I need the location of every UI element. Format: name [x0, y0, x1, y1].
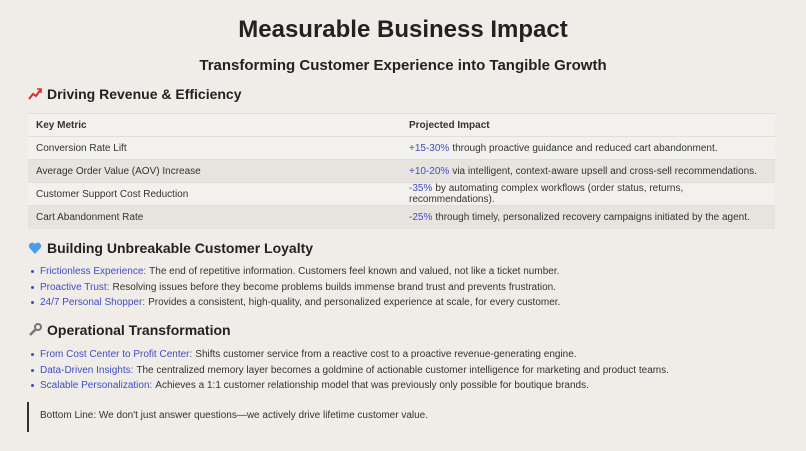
- section-heading: Driving Revenue & Efficiency: [28, 86, 242, 102]
- impact-cell: +15-30% through proactive guidance and re…: [401, 136, 775, 160]
- table-row: Average Order Value (AOV) Increase +10-20…: [28, 159, 775, 183]
- bullet-term: From Cost Center to Profit Center:: [40, 349, 193, 360]
- impact-highlight: -35%: [409, 183, 433, 194]
- bullet-term: 24/7 Personal Shopper:: [40, 297, 146, 308]
- bullet-term: Frictionless Experience:: [40, 266, 147, 277]
- bullet-text: The end of repetitive information. Custo…: [149, 266, 560, 277]
- bullet-term: Data-Driven Insights:: [40, 364, 134, 376]
- impact-table: Key Metric Projected Impact Conversion R…: [28, 113, 775, 229]
- section-heading: Building Unbreakable Customer Loyalty: [28, 240, 313, 256]
- bullet-text: Shifts customer service from a reactive …: [195, 349, 577, 360]
- bullet-text: Provides a consistent, high-quality, and…: [148, 297, 561, 308]
- impact-highlight: +15-30%: [409, 142, 450, 154]
- bullet-item: Proactive Trust: Resolving issues before …: [28, 280, 560, 296]
- metric-cell: Cart Abandonment Rate: [28, 205, 401, 229]
- metric-cell: Average Order Value (AOV) Increase: [28, 159, 401, 183]
- wrench-icon: [29, 323, 42, 336]
- heart-icon: [28, 242, 42, 254]
- bullet-item: 24/7 Personal Shopper: Provides a consist…: [28, 295, 560, 311]
- table-row: Cart Abandonment Rate -25% through timely,…: [28, 205, 775, 229]
- bottom-line: Bottom Line: We don't just answer questi…: [27, 402, 527, 432]
- bullet-term: Proactive Trust:: [40, 281, 110, 293]
- impact-text: through proactive guidance and reduced c…: [452, 142, 718, 154]
- bullet-item: From Cost Center to Profit Center: Shifts…: [28, 347, 669, 363]
- impact-cell: +10-20% via intelligent, context-aware up…: [401, 159, 775, 183]
- bullet-list: Frictionless Experience: The end of repet…: [28, 264, 560, 311]
- heading-text: Operational Transformation: [47, 322, 231, 338]
- bullet-item: Frictionless Experience: The end of repet…: [28, 264, 560, 280]
- subtitle: Transforming Customer Experience into Ta…: [199, 57, 607, 74]
- table-row: Customer Support Cost Reduction -35% by au…: [28, 182, 775, 206]
- bullet-term: Scalable Personalization:: [40, 380, 153, 391]
- heading-text: Building Unbreakable Customer Loyalty: [47, 240, 314, 256]
- impact-text: through timely, personalized recovery ca…: [435, 211, 750, 223]
- table-row: Conversion Rate Lift +15-30% through proac…: [28, 136, 775, 160]
- bullet-text: Achieves a 1:1 customer relationship mod…: [155, 380, 589, 391]
- bullet-list: From Cost Center to Profit Center: Shifts…: [28, 347, 669, 394]
- heading-text: Driving Revenue & Efficiency: [47, 86, 242, 102]
- chart-icon: [28, 88, 42, 100]
- impact-cell: -25% through timely, personalized recover…: [401, 205, 775, 229]
- impact-highlight: +10-20%: [409, 165, 450, 177]
- section-heading: Operational Transformation: [28, 322, 231, 338]
- bullet-item: Data-Driven Insights: The centralized mem…: [28, 363, 669, 379]
- header-cell: Projected Impact: [401, 113, 775, 137]
- metric-cell: Customer Support Cost Reduction: [28, 182, 401, 206]
- bullet-text: Resolving issues before they become prob…: [112, 281, 557, 293]
- metric-cell: Conversion Rate Lift: [28, 136, 401, 160]
- bullet-item: Scalable Personalization: Achieves a 1:1 …: [28, 378, 669, 394]
- impact-text: by automating complex workflows (order s…: [409, 183, 684, 205]
- impact-cell: -35% by automating complex workflows (ord…: [401, 182, 775, 206]
- header-cell: Key Metric: [28, 113, 401, 137]
- impact-text: via intelligent, context-aware upsell an…: [452, 165, 757, 177]
- title: Measurable Business Impact: [238, 16, 568, 43]
- bullet-text: The centralized memory layer becomes a g…: [136, 364, 669, 376]
- impact-highlight: -25%: [409, 211, 433, 223]
- header-row: Key Metric Projected Impact: [28, 113, 775, 137]
